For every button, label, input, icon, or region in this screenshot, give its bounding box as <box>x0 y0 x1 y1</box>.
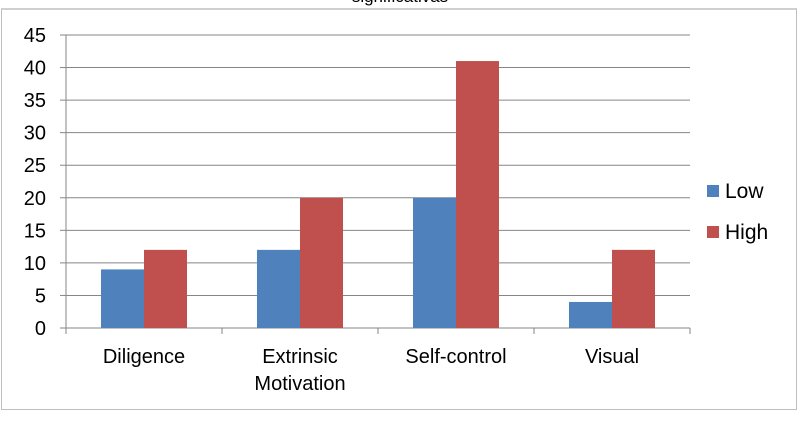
y-tick-label: 45 <box>24 25 46 47</box>
chart-title: significativas <box>0 0 800 7</box>
chart-frame <box>1 8 797 410</box>
legend-label: Low <box>725 180 764 203</box>
x-tick-label: Visual <box>585 346 639 368</box>
bar-high <box>456 61 499 329</box>
bar-low <box>569 301 612 328</box>
bar-high <box>300 197 343 328</box>
bar-low <box>413 197 456 328</box>
y-tick-label: 30 <box>24 123 46 145</box>
y-tick-label: 40 <box>24 58 46 80</box>
y-tick-label: 20 <box>24 188 46 210</box>
x-tick-label: Extrinsic <box>262 346 338 368</box>
x-tick-label: Motivation <box>254 373 345 395</box>
y-tick-label: 0 <box>35 318 46 340</box>
bar-low <box>257 249 300 328</box>
bar-low <box>101 269 144 328</box>
y-tick-label: 35 <box>24 90 46 112</box>
legend-label: High <box>725 221 768 244</box>
y-tick-label: 5 <box>35 285 46 307</box>
bar-high <box>144 249 187 328</box>
legend-swatch-low <box>707 185 719 197</box>
y-tick-label: 10 <box>24 253 46 275</box>
x-tick-label: Diligence <box>103 346 185 368</box>
legend-swatch-high <box>707 226 719 238</box>
bar-high <box>612 249 655 328</box>
y-tick-label: 25 <box>24 155 46 177</box>
y-tick-label: 15 <box>24 220 46 242</box>
x-tick-label: Self-control <box>405 346 506 368</box>
